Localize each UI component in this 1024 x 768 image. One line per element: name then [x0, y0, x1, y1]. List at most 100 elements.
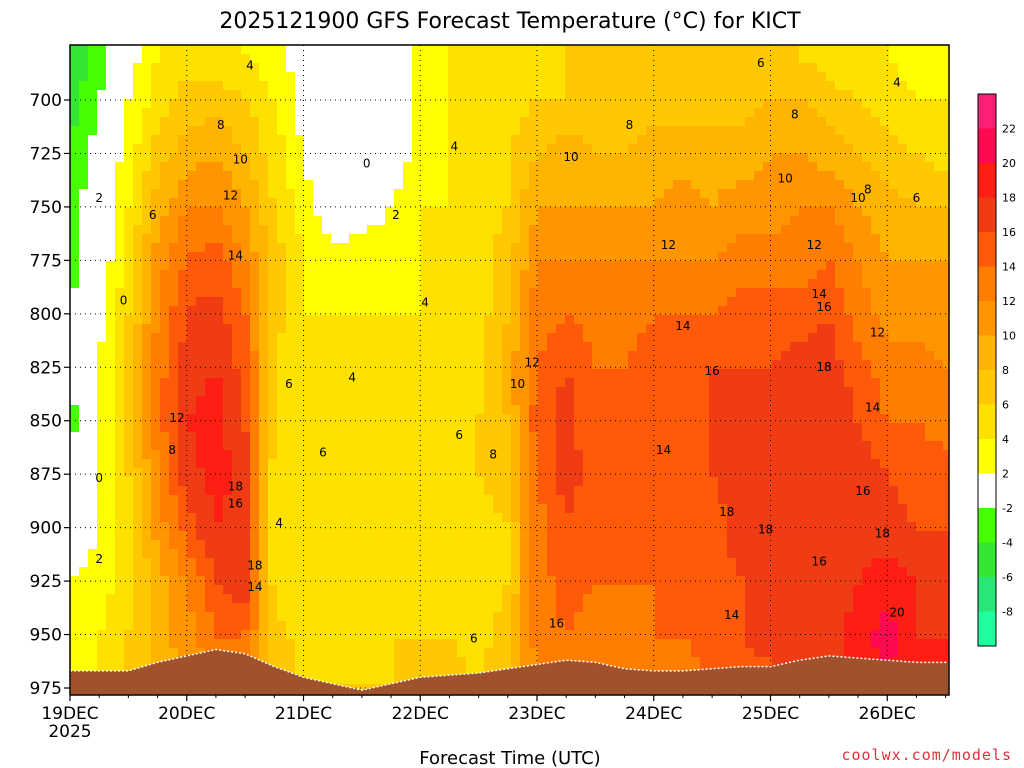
- temperature-cell: [502, 90, 512, 100]
- temperature-cell: [70, 585, 80, 595]
- temperature-cell: [304, 432, 314, 442]
- temperature-cell: [601, 81, 611, 91]
- temperature-cell: [313, 171, 323, 181]
- temperature-cell: [610, 585, 620, 595]
- temperature-cell: [430, 216, 440, 226]
- temperature-cell: [88, 270, 98, 280]
- temperature-cell: [655, 171, 665, 181]
- temperature-cell: [133, 459, 143, 469]
- temperature-cell: [655, 450, 665, 460]
- temperature-cell: [304, 549, 314, 559]
- temperature-cell: [457, 315, 467, 325]
- temperature-cell: [178, 576, 188, 586]
- temperature-cell: [664, 189, 674, 199]
- temperature-cell: [115, 198, 125, 208]
- temperature-cell: [151, 90, 161, 100]
- temperature-cell: [421, 171, 431, 181]
- temperature-cell: [241, 414, 251, 424]
- temperature-cell: [259, 594, 269, 604]
- temperature-cell: [196, 423, 206, 433]
- temperature-cell: [520, 630, 530, 640]
- temperature-cell: [637, 261, 647, 271]
- temperature-cell: [664, 261, 674, 271]
- temperature-cell: [412, 468, 422, 478]
- temperature-cell: [214, 549, 224, 559]
- temperature-cell: [673, 360, 683, 370]
- temperature-cell: [133, 234, 143, 244]
- temperature-cell: [655, 441, 665, 451]
- temperature-cell: [115, 324, 125, 334]
- temperature-cell: [196, 207, 206, 217]
- temperature-cell: [205, 180, 215, 190]
- temperature-cell: [655, 243, 665, 253]
- temperature-cell: [637, 549, 647, 559]
- temperature-cell: [421, 621, 431, 631]
- temperature-cell: [439, 432, 449, 442]
- temperature-cell: [592, 504, 602, 514]
- temperature-cell: [448, 153, 458, 163]
- temperature-cell: [358, 657, 368, 667]
- temperature-cell: [583, 351, 593, 361]
- temperature-cell: [250, 45, 260, 55]
- temperature-cell: [142, 468, 152, 478]
- temperature-cell: [484, 90, 494, 100]
- temperature-cell: [655, 324, 665, 334]
- temperature-cell: [367, 477, 377, 487]
- temperature-cell: [493, 360, 503, 370]
- temperature-cell: [628, 342, 638, 352]
- temperature-cell: [547, 423, 557, 433]
- temperature-cell: [340, 621, 350, 631]
- temperature-cell: [565, 234, 575, 244]
- temperature-cell: [232, 612, 242, 622]
- temperature-cell: [286, 189, 296, 199]
- temperature-cell: [340, 252, 350, 262]
- temperature-cell: [79, 180, 89, 190]
- temperature-cell: [106, 279, 116, 289]
- temperature-cell: [79, 441, 89, 451]
- temperature-cell: [556, 153, 566, 163]
- temperature-cell: [250, 513, 260, 523]
- temperature-cell: [637, 315, 647, 325]
- temperature-cell: [340, 630, 350, 640]
- temperature-cell: [412, 360, 422, 370]
- temperature-cell: [538, 432, 548, 442]
- temperature-cell: [286, 639, 296, 649]
- temperature-cell: [214, 234, 224, 244]
- temperature-cell: [511, 63, 521, 73]
- temperature-cell: [214, 630, 224, 640]
- temperature-cell: [376, 342, 386, 352]
- temperature-cell: [214, 558, 224, 568]
- temperature-cell: [250, 486, 260, 496]
- temperature-cell: [178, 477, 188, 487]
- temperature-cell: [223, 171, 233, 181]
- temperature-cell: [619, 63, 629, 73]
- temperature-cell: [403, 621, 413, 631]
- temperature-cell: [547, 306, 557, 316]
- temperature-cell: [376, 288, 386, 298]
- temperature-cell: [196, 594, 206, 604]
- temperature-cell: [394, 162, 404, 172]
- temperature-cell: [385, 639, 395, 649]
- temperature-cell: [610, 441, 620, 451]
- temperature-cell: [79, 261, 89, 271]
- temperature-cell: [655, 603, 665, 613]
- temperature-cell: [241, 639, 251, 649]
- temperature-cell: [196, 540, 206, 550]
- temperature-cell: [124, 603, 134, 613]
- temperature-cell: [376, 522, 386, 532]
- temperature-cell: [196, 99, 206, 109]
- temperature-cell: [97, 657, 107, 667]
- temperature-cell: [322, 270, 332, 280]
- temperature-cell: [295, 585, 305, 595]
- temperature-cell: [430, 306, 440, 316]
- temperature-cell: [610, 171, 620, 181]
- temperature-cell: [502, 180, 512, 190]
- temperature-cell: [214, 315, 224, 325]
- temperature-cell: [196, 621, 206, 631]
- temperature-cell: [520, 468, 530, 478]
- temperature-cell: [295, 45, 305, 55]
- temperature-cell: [520, 441, 530, 451]
- temperature-cell: [376, 378, 386, 388]
- temperature-cell: [178, 405, 188, 415]
- temperature-cell: [637, 495, 647, 505]
